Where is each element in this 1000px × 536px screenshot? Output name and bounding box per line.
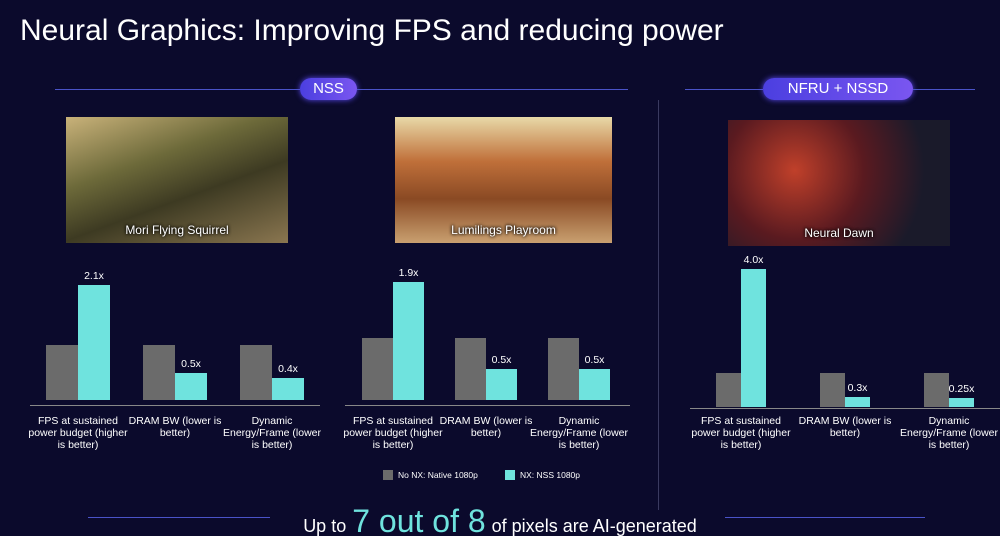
bar xyxy=(362,338,393,400)
divider xyxy=(685,89,763,90)
legend-swatch xyxy=(505,470,515,480)
bar xyxy=(820,372,845,407)
bar xyxy=(486,369,517,400)
data-label: 4.0x xyxy=(743,254,764,266)
bar xyxy=(455,338,486,400)
x-tick-label: Dynamic Energy/Frame (lower is better) xyxy=(529,415,629,451)
game-image: Mori Flying Squirrel xyxy=(66,117,288,243)
bar xyxy=(741,269,766,407)
bar xyxy=(393,282,424,400)
x-tick-label: Dynamic Energy/Frame (lower is better) xyxy=(222,415,322,451)
bar xyxy=(548,338,579,400)
x-tick-label: FPS at sustained power budget (higher is… xyxy=(343,415,443,451)
footer-text: Up to xyxy=(303,516,347,536)
bar xyxy=(240,345,272,400)
bar xyxy=(845,396,870,407)
game-image: Neural Dawn xyxy=(728,120,950,246)
game-image: Lumilings Playroom xyxy=(395,117,612,243)
data-label: 0.5x xyxy=(584,354,605,366)
data-label: 2.1x xyxy=(84,269,104,282)
x-tick-label: DRAM BW (lower is better) xyxy=(128,415,222,439)
x-tick-label: FPS at sustained power budget (higher is… xyxy=(691,415,791,451)
section-pill: NSS xyxy=(300,78,357,100)
legend-swatch xyxy=(383,470,393,480)
data-label: 0.5x xyxy=(491,354,512,366)
divider xyxy=(357,89,628,90)
x-axis xyxy=(30,405,320,406)
bar xyxy=(46,345,78,400)
bar xyxy=(579,369,610,400)
legend-label: No NX: Native 1080p xyxy=(398,470,478,480)
section-pill: NFRU + NSSD xyxy=(763,78,913,100)
divider xyxy=(725,517,925,518)
slide-title: Neural Graphics: Improving FPS and reduc… xyxy=(20,14,724,47)
image-caption: Neural Dawn xyxy=(804,226,874,240)
x-tick-label: Dynamic Energy/Frame (lower is better) xyxy=(899,415,999,451)
data-label: 0.25x xyxy=(948,383,975,396)
bar xyxy=(924,372,949,407)
bar xyxy=(143,345,175,400)
divider xyxy=(913,89,975,90)
x-tick-label: DRAM BW (lower is better) xyxy=(798,415,892,439)
x-axis xyxy=(690,408,1000,409)
bar xyxy=(949,398,974,407)
data-label: 0.3x xyxy=(847,381,868,394)
x-axis xyxy=(345,405,630,406)
legend-label: NX: NSS 1080p xyxy=(520,470,581,480)
data-label: 0.5x xyxy=(181,357,201,370)
bar xyxy=(175,372,207,400)
bar xyxy=(78,284,110,400)
bar xyxy=(716,372,741,407)
bar xyxy=(272,378,304,400)
divider xyxy=(88,517,270,518)
x-tick-label: FPS at sustained power budget (higher is… xyxy=(28,415,128,451)
x-tick-label: DRAM BW (lower is better) xyxy=(439,415,533,439)
data-label: 1.9x xyxy=(398,267,419,280)
image-caption: Mori Flying Squirrel xyxy=(125,223,229,237)
footer-text: of pixels are AI-generated xyxy=(491,516,697,536)
image-caption: Lumilings Playroom xyxy=(451,223,556,237)
footer: Up to 7 out of 8 of pixels are AI-generate… xyxy=(0,503,1000,536)
divider xyxy=(658,100,659,510)
divider xyxy=(55,89,300,90)
footer-highlight: 7 out of 8 xyxy=(352,503,486,536)
data-label: 0.4x xyxy=(278,363,298,375)
